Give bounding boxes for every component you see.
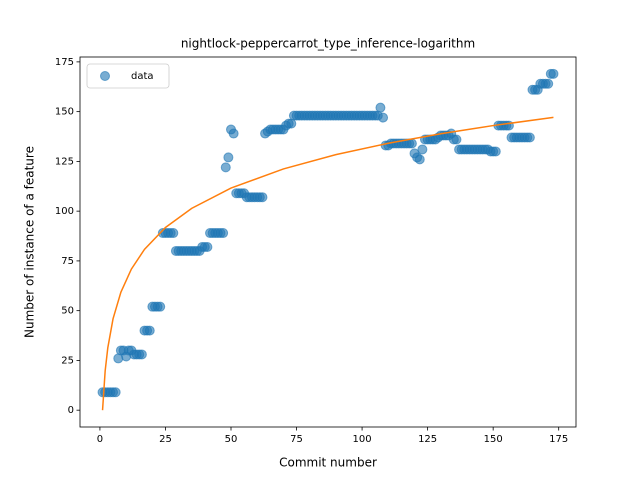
data-point	[543, 78, 554, 89]
data-point	[220, 162, 231, 173]
data-point	[375, 102, 386, 113]
x-tick-label: 100	[353, 434, 372, 445]
y-axis-label: Number of instance of a feature	[23, 146, 37, 338]
legend-label: data	[131, 71, 154, 82]
x-tick-label: 150	[484, 434, 503, 445]
y-tick-label: 125	[55, 156, 74, 167]
legend-swatch	[100, 71, 110, 81]
y-tick-label: 150	[55, 107, 74, 118]
data-point	[417, 144, 428, 155]
data-point	[406, 138, 417, 149]
x-tick-label: 75	[290, 434, 303, 445]
y-tick-label: 25	[61, 355, 74, 366]
fit-line	[101, 116, 554, 411]
data-point	[155, 301, 166, 312]
chart-title: nightlock-peppercarrot_type_inference-lo…	[181, 37, 475, 51]
x-tick-label: 175	[549, 434, 568, 445]
x-axis-label: Commit number	[279, 456, 377, 470]
data-point	[378, 112, 389, 123]
x-tick-label: 50	[225, 434, 238, 445]
data-point	[136, 349, 147, 360]
y-tick-label: 100	[55, 206, 74, 217]
data-point	[524, 132, 535, 143]
data-point	[168, 228, 179, 239]
data-point	[257, 192, 268, 203]
x-tick-label: 125	[418, 434, 437, 445]
data-point	[202, 241, 213, 252]
y-tick-label: 175	[55, 57, 74, 68]
data-point	[490, 146, 501, 157]
data-point	[223, 152, 234, 163]
data-point	[414, 154, 425, 165]
data-point	[218, 228, 229, 239]
x-tick-label: 0	[97, 434, 103, 445]
axes-frame	[79, 56, 577, 428]
y-tick-label: 0	[68, 405, 74, 416]
data-point	[451, 134, 462, 145]
data-point	[110, 387, 121, 398]
data-point	[548, 68, 559, 79]
x-tick-label: 25	[159, 434, 172, 445]
data-point	[228, 128, 239, 139]
y-tick-label: 50	[61, 306, 74, 317]
legend-box	[86, 63, 170, 89]
y-tick-label: 75	[61, 256, 74, 267]
data-point	[144, 325, 155, 336]
